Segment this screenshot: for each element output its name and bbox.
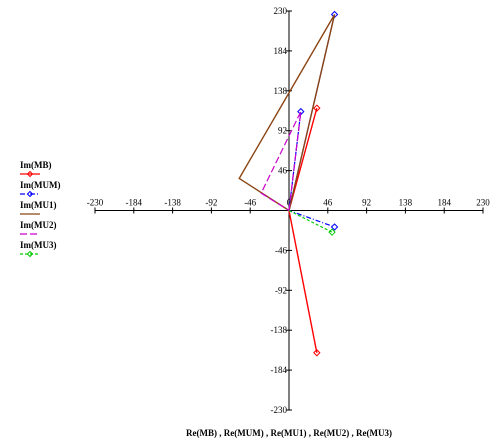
- y-tick-label: -46: [275, 245, 287, 255]
- legend: Im(MB) Im(MUM) Im(MU1) Im(MU2) Im(MU3): [20, 160, 60, 258]
- series-marker-1: [330, 223, 339, 231]
- series-marker-4: [328, 228, 336, 236]
- x-tick-label: -92: [205, 198, 217, 208]
- series-line-3: [260, 111, 302, 212]
- legend-label-3: Im(MU2): [20, 220, 57, 230]
- series-group: [238, 10, 339, 357]
- x-axis-label: Re(MB) , Re(MUM) , Re(MU1) , Re(MU2) , R…: [186, 428, 392, 438]
- legend-marker-4: [26, 250, 34, 258]
- legend-marker-1: [26, 190, 34, 198]
- y-tick-label: -184: [271, 365, 288, 375]
- legend-marker-0: [26, 170, 34, 178]
- series-line-0: [288, 107, 318, 353]
- x-tick-label: 184: [437, 198, 451, 208]
- y-tick-label: 92: [278, 126, 287, 136]
- x-tick-label: 46: [323, 198, 333, 208]
- x-tick-label: 230: [476, 198, 490, 208]
- legend-label-4: Im(MU3): [20, 240, 57, 250]
- series-marker-0: [313, 349, 321, 357]
- legend-label-1: Im(MUM): [20, 180, 60, 190]
- series-line-2: [238, 14, 336, 212]
- x-tick-label: -184: [126, 198, 143, 208]
- y-tick-label: 46: [278, 166, 288, 176]
- y-tick-label: 138: [274, 86, 288, 96]
- legend-label-0: Im(MB): [20, 160, 52, 170]
- legend-label-2: Im(MU1): [20, 200, 57, 210]
- x-tick-label: -230: [87, 198, 104, 208]
- y-tick-label: -230: [271, 405, 288, 415]
- y-tick-label: -92: [275, 285, 287, 295]
- y-tick-label: -138: [271, 325, 288, 335]
- x-tick-label: 92: [362, 198, 371, 208]
- x-tick-label: -46: [244, 198, 256, 208]
- x-tick-label: 138: [399, 198, 413, 208]
- axes: -230 -184 -138 -92 -46 0 46 92 138 184 230 -230 -184…: [87, 6, 491, 415]
- x-tick-label: 0: [287, 198, 292, 208]
- y-tick-label: 230: [274, 6, 288, 16]
- x-tick-label: -138: [164, 198, 181, 208]
- y-tick-label: 184: [274, 46, 288, 56]
- series-line-4: [288, 209, 333, 233]
- series-marker-0: [313, 104, 321, 112]
